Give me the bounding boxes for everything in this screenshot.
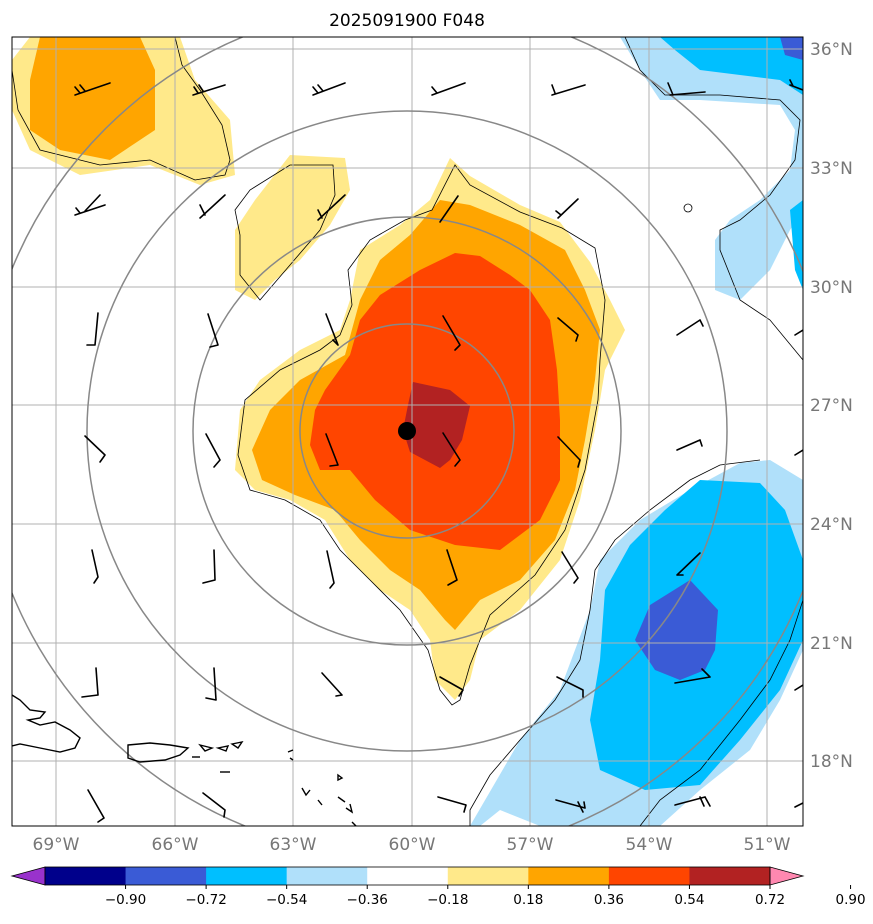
- figure-title: 2025091900 F048: [329, 11, 485, 31]
- colorbar-swatch: [286, 867, 368, 885]
- colorbar-frame: [44, 866, 771, 886]
- colorbar: [10, 866, 852, 889]
- lon-label: 69°W: [33, 835, 80, 855]
- lon-label: 63°W: [270, 835, 317, 855]
- lat-label: 36°N: [810, 40, 853, 60]
- colorbar-swatch: [528, 867, 610, 885]
- colorbar-extend-high: [769, 866, 805, 886]
- lat-label: 21°N: [810, 634, 853, 654]
- colorbar-ticks: −0.90 −0.72 −0.54 −0.36 −0.18 0.18 0.36 …: [105, 892, 866, 908]
- colorbar-tick-label: −0.36: [347, 892, 388, 908]
- colorbar-swatch: [206, 867, 288, 885]
- colorbar-tick-label: −0.54: [266, 892, 307, 908]
- lat-label: 33°N: [810, 159, 853, 179]
- lat-label: 30°N: [810, 278, 853, 298]
- colorbar-swatch: [45, 867, 127, 885]
- longitude-axis: 69°W 66°W 63°W 60°W 57°W 54°W 51°W: [33, 835, 791, 855]
- map-frame: [11, 36, 804, 827]
- colorbar-tick-label: −0.72: [185, 892, 226, 908]
- lat-label: 27°N: [810, 396, 853, 416]
- colorbar-tick-label: 0.54: [674, 892, 704, 908]
- colorbar-swatch: [608, 867, 690, 885]
- lon-label: 54°W: [626, 835, 673, 855]
- colorbar-tick-label: 0.72: [755, 892, 785, 908]
- storm-center-marker: [398, 422, 416, 440]
- colorbar-tick-label: −0.18: [427, 892, 468, 908]
- lon-label: 57°W: [507, 835, 554, 855]
- anomaly-contours: [12, 37, 803, 826]
- range-rings: [12, 37, 803, 826]
- colorbar-tick-label: 0.36: [594, 892, 624, 908]
- colorbar-swatch: [689, 867, 771, 885]
- colorbar-tick-label: 0.90: [836, 892, 866, 908]
- lon-label: 60°W: [389, 835, 436, 855]
- colorbar-swatch: [125, 867, 207, 885]
- colorbar-tick-label: −0.90: [105, 892, 146, 908]
- lon-label: 51°W: [744, 835, 791, 855]
- colorbar-tick-label: 0.18: [513, 892, 543, 908]
- gridlines: [12, 37, 803, 826]
- coastlines: [12, 694, 357, 826]
- lon-label: 66°W: [152, 835, 199, 855]
- colorbar-extend-low: [10, 866, 46, 886]
- colorbar-swatch: [367, 867, 449, 885]
- lat-label: 24°N: [810, 515, 853, 535]
- colorbar-swatch: [447, 867, 529, 885]
- latitude-axis: 36°N 33°N 30°N 27°N 24°N 21°N 18°N: [810, 40, 853, 772]
- map-area: [12, 37, 803, 826]
- lat-label: 18°N: [810, 752, 853, 772]
- wind-barbs: [74, 79, 803, 823]
